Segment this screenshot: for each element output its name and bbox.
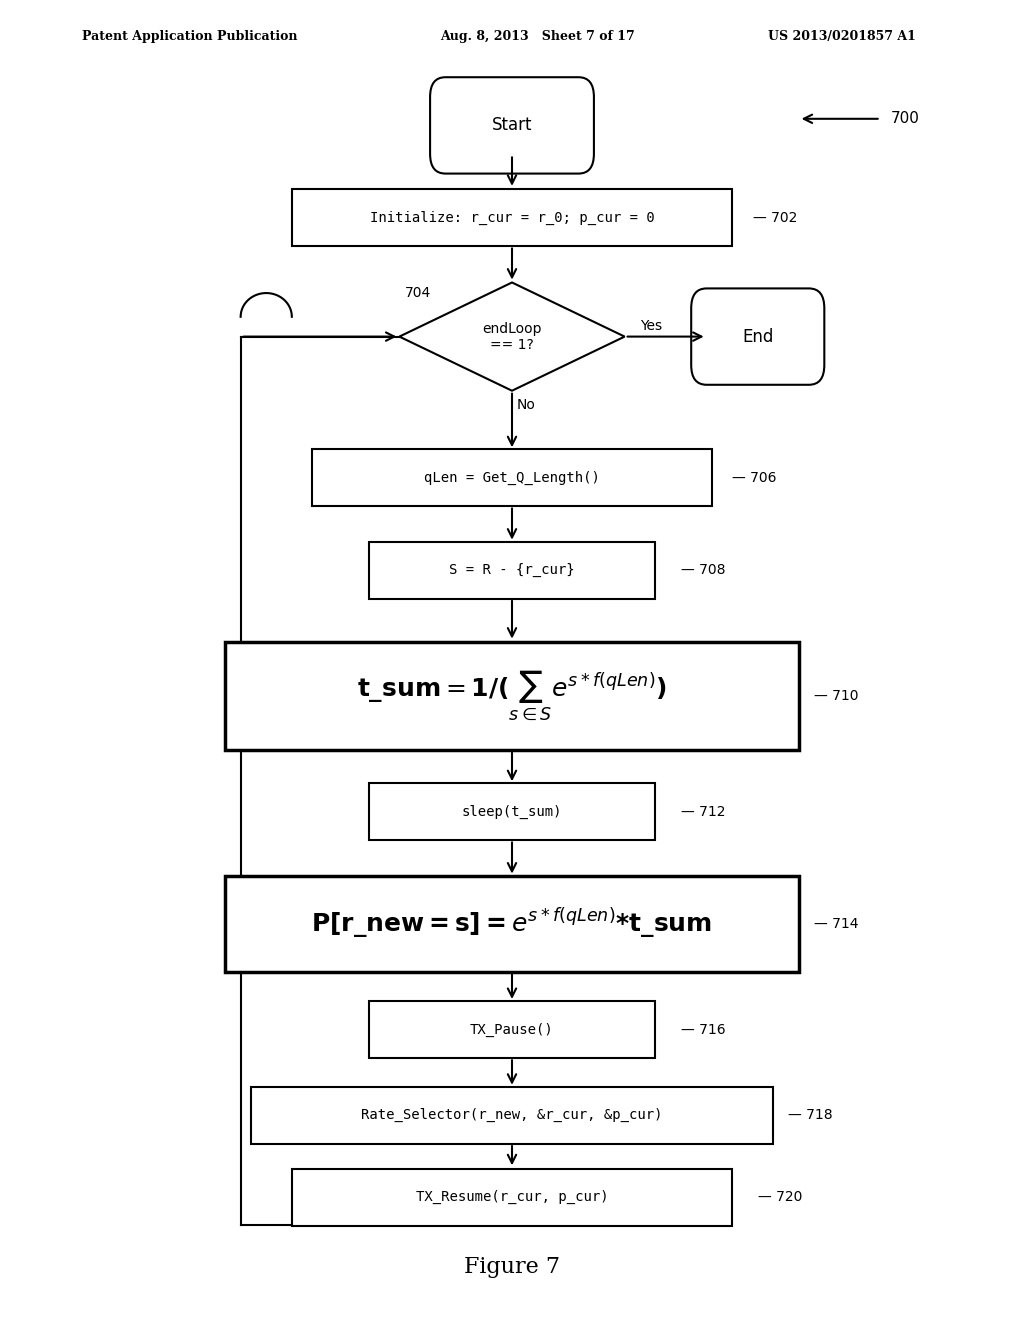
Text: Initialize: r_cur = r_0; p_cur = 0: Initialize: r_cur = r_0; p_cur = 0 [370, 211, 654, 224]
Bar [369, 784, 655, 841]
FancyBboxPatch shape [430, 77, 594, 173]
Text: 704: 704 [404, 286, 431, 300]
Text: $\mathbf{t\_sum} = \mathbf{1/(}\sum_{\mathit{s}\in S} e^{s*f(qLen)}\mathbf{)}$: $\mathbf{t\_sum} = \mathbf{1/(}\sum_{\ma… [357, 668, 667, 723]
Bar [292, 190, 732, 246]
Text: Patent Application Publication: Patent Application Publication [82, 30, 297, 44]
Text: — 718: — 718 [788, 1109, 834, 1122]
Text: qLen = Get_Q_Length(): qLen = Get_Q_Length() [424, 471, 600, 484]
Text: — 716: — 716 [681, 1023, 726, 1036]
Text: TX_Resume(r_cur, p_cur): TX_Resume(r_cur, p_cur) [416, 1191, 608, 1204]
Text: S = R - {r_cur}: S = R - {r_cur} [450, 564, 574, 577]
Text: — 706: — 706 [732, 471, 776, 484]
Text: Figure 7: Figure 7 [464, 1257, 560, 1278]
Text: Start: Start [492, 116, 532, 135]
Text: — 714: — 714 [814, 917, 858, 931]
Polygon shape [399, 282, 625, 391]
Text: End: End [742, 327, 773, 346]
Text: 700: 700 [891, 111, 920, 127]
Bar [225, 876, 799, 972]
Bar [312, 449, 712, 506]
Text: Yes: Yes [640, 319, 663, 333]
Text: TX_Pause(): TX_Pause() [470, 1023, 554, 1036]
Text: — 702: — 702 [753, 211, 797, 224]
Text: — 712: — 712 [681, 805, 725, 818]
Bar [225, 642, 799, 750]
Text: Aug. 8, 2013   Sheet 7 of 17: Aug. 8, 2013 Sheet 7 of 17 [440, 30, 635, 44]
Bar [292, 1170, 732, 1225]
Bar [369, 1001, 655, 1059]
Text: — 710: — 710 [814, 689, 858, 702]
Text: — 720: — 720 [758, 1191, 802, 1204]
Text: No: No [517, 399, 536, 412]
Bar [369, 541, 655, 599]
Bar [251, 1088, 773, 1143]
FancyBboxPatch shape [691, 289, 824, 385]
Text: sleep(t_sum): sleep(t_sum) [462, 805, 562, 818]
Text: endLoop
== 1?: endLoop == 1? [482, 322, 542, 351]
Text: — 708: — 708 [681, 564, 725, 577]
Text: $\mathbf{P[r\_new = s] = }e^{s*f(qLen)} \mathbf{* t\_sum}$: $\mathbf{P[r\_new = s] = }e^{s*f(qLen)} … [311, 907, 713, 941]
Text: Rate_Selector(r_new, &r_cur, &p_cur): Rate_Selector(r_new, &r_cur, &p_cur) [361, 1109, 663, 1122]
Text: US 2013/0201857 A1: US 2013/0201857 A1 [768, 30, 915, 44]
